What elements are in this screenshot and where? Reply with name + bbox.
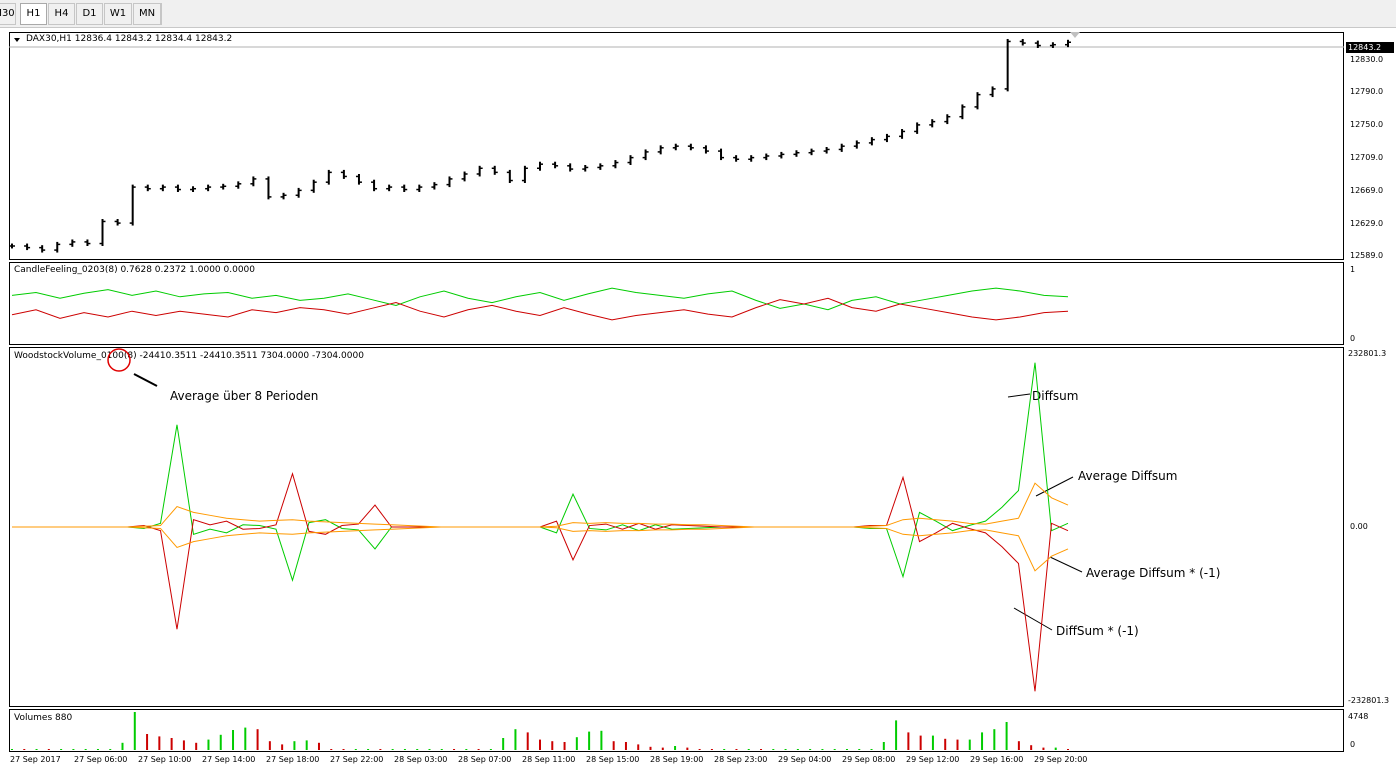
annotation-diffsum-neg: DiffSum * (-1): [1056, 624, 1139, 638]
woodstock-pane[interactable]: [9, 347, 1344, 707]
annotation-line-average-diffsum: [1035, 476, 1074, 497]
price-label: 12709.0: [1350, 153, 1384, 162]
time-axis-label: 27 Sep 10:00: [138, 755, 192, 764]
woodstock-line-0: [12, 362, 1069, 583]
time-axis-label: 27 Sep 2017: [10, 755, 61, 764]
annotation-average-diffsum: Average Diffsum: [1078, 469, 1178, 483]
candlefeeling-line-green: [11, 287, 1069, 311]
price-label: 12830.0: [1350, 55, 1384, 64]
annotation-diffsum: Diffsum: [1032, 389, 1079, 403]
timeframe-button-w1[interactable]: W1: [104, 3, 132, 25]
candlefeeling-scale-min: 0: [1350, 334, 1356, 343]
chart-shift-marker-icon[interactable]: [1070, 32, 1080, 38]
price-pane-title: DAX30,H1 12836.4 12843.2 12834.4 12843.2: [26, 34, 233, 44]
timeframe-button-d1[interactable]: D1: [76, 3, 103, 25]
price-pane[interactable]: [9, 32, 1344, 260]
time-axis-label: 29 Sep 16:00: [970, 755, 1024, 764]
candlefeeling-title: CandleFeeling_0203(8) 0.7628 0.2372 1.00…: [14, 265, 255, 275]
woodstock-scale-zero: 0.00: [1350, 522, 1368, 531]
woodstock-scale-max: 232801.3: [1348, 349, 1387, 358]
volume-title: Volumes 880: [14, 713, 73, 723]
time-axis-label: 27 Sep 18:00: [266, 755, 320, 764]
woodstock-line-3: [12, 526, 1069, 572]
time-axis-label: 29 Sep 04:00: [778, 755, 832, 764]
time-axis-label: 28 Sep 07:00: [458, 755, 512, 764]
volume-pane[interactable]: [9, 709, 1344, 752]
annotation-arrow: [133, 373, 158, 387]
time-axis-label: 28 Sep 15:00: [586, 755, 640, 764]
price-label: 12589.0: [1350, 251, 1384, 260]
price-label: 12629.0: [1350, 219, 1384, 228]
time-axis-label: 28 Sep 11:00: [522, 755, 576, 764]
highlight-circle: [107, 348, 131, 372]
annotation-line-average-diffsum-neg: [1049, 556, 1083, 573]
time-axis-label: 27 Sep 14:00: [202, 755, 256, 764]
candlefeeling-pane[interactable]: [9, 262, 1344, 345]
time-axis-label: 28 Sep 19:00: [650, 755, 704, 764]
candlefeeling-line-red: [11, 297, 1069, 321]
time-axis-label: 27 Sep 22:00: [330, 755, 384, 764]
price-label: 12669.0: [1350, 186, 1384, 195]
time-axis-label: 27 Sep 06:00: [74, 755, 128, 764]
time-axis-label: 29 Sep 08:00: [842, 755, 896, 764]
timeframe-toolbar: M30 H1 H4 D1 W1 MN: [0, 0, 1396, 28]
timeframe-button-h4[interactable]: H4: [48, 3, 75, 25]
annotation-line-diffsum-neg: [1013, 607, 1053, 631]
one-click-trading-toggle-icon[interactable]: [14, 38, 20, 42]
timeframe-button-m30[interactable]: M30: [0, 3, 16, 25]
woodstock-scale-min: -232801.3: [1348, 696, 1390, 705]
volume-scale-min: 0: [1350, 740, 1356, 749]
time-axis-label: 29 Sep 12:00: [906, 755, 960, 764]
timeframe-button-h1[interactable]: H1: [20, 3, 47, 25]
timeframe-button-mn[interactable]: MN: [133, 3, 161, 25]
woodstock-line-1: [12, 471, 1069, 692]
chart-window[interactable]: [0, 28, 1396, 771]
toolbar-separator: [161, 3, 412, 25]
candlefeeling-scale-max: 1: [1350, 265, 1356, 274]
annotation-line-diffsum: [1007, 393, 1031, 398]
time-axis-label: 29 Sep 20:00: [1034, 755, 1088, 764]
woodstock-title: WoodstockVolume_0100(8) -24410.3511 -244…: [14, 351, 364, 361]
price-label: 12750.0: [1350, 120, 1384, 129]
woodstock-line-2: [12, 482, 1069, 528]
annotation-average-periods: Average über 8 Perioden: [170, 389, 319, 403]
annotation-average-diffsum-neg: Average Diffsum * (-1): [1086, 566, 1221, 580]
volume-scale-max: 4748: [1348, 712, 1369, 721]
current-price-label: 12843.2: [1346, 42, 1394, 53]
time-axis-label: 28 Sep 03:00: [394, 755, 448, 764]
time-axis-label: 28 Sep 23:00: [714, 755, 768, 764]
price-label: 12790.0: [1350, 87, 1384, 96]
